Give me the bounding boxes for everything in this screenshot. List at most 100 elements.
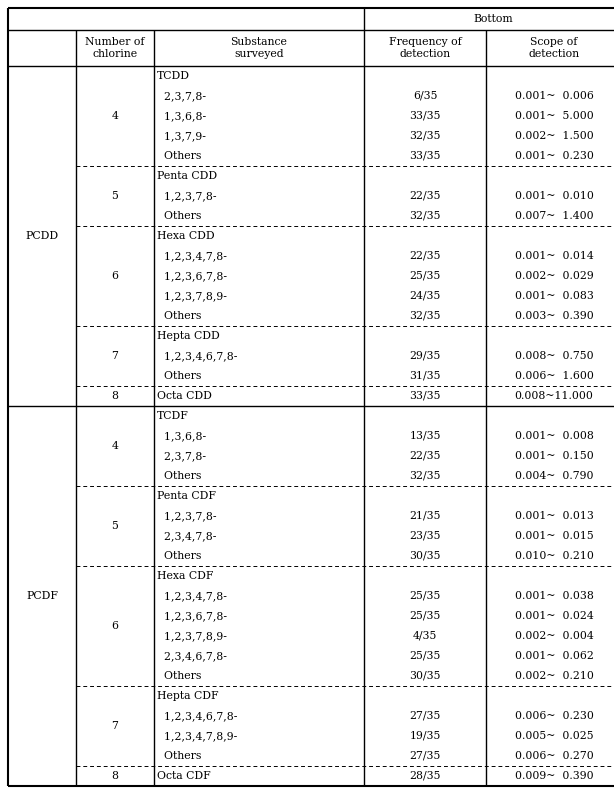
Text: 33/35: 33/35 (410, 111, 441, 121)
Text: Penta CDF: Penta CDF (157, 491, 216, 501)
Text: Hexa CDF: Hexa CDF (157, 571, 214, 581)
Text: 0.001~  0.008: 0.001~ 0.008 (515, 431, 594, 441)
Text: 0.001~  0.006: 0.001~ 0.006 (515, 91, 594, 101)
Text: 6: 6 (112, 621, 119, 631)
Text: Frequency of
detection: Frequency of detection (389, 37, 461, 59)
Text: 33/35: 33/35 (410, 391, 441, 401)
Text: Octa CDF: Octa CDF (157, 771, 211, 781)
Text: 0.001~  0.062: 0.001~ 0.062 (515, 651, 594, 661)
Text: Hepta CDD: Hepta CDD (157, 331, 220, 341)
Text: 32/35: 32/35 (410, 311, 441, 321)
Text: Scope of
detection: Scope of detection (529, 37, 580, 59)
Text: 0.001~  0.083: 0.001~ 0.083 (515, 291, 594, 301)
Text: 28/35: 28/35 (410, 771, 441, 781)
Text: 1,2,3,7,8-: 1,2,3,7,8- (157, 511, 217, 521)
Text: 2,3,4,7,8-: 2,3,4,7,8- (157, 531, 216, 541)
Text: 27/35: 27/35 (410, 711, 441, 721)
Text: 24/35: 24/35 (410, 291, 441, 301)
Text: 0.001~  0.014: 0.001~ 0.014 (515, 251, 593, 261)
Text: 0.002~  0.004: 0.002~ 0.004 (515, 631, 593, 641)
Text: Others: Others (157, 751, 201, 761)
Text: 0.001~  0.013: 0.001~ 0.013 (515, 511, 594, 521)
Text: Bottom: Bottom (473, 14, 513, 24)
Text: 0.001~  0.015: 0.001~ 0.015 (515, 531, 593, 541)
Text: 19/35: 19/35 (410, 731, 441, 741)
Text: 0.003~  0.390: 0.003~ 0.390 (515, 311, 593, 321)
Text: 1,2,3,4,7,8,9-: 1,2,3,4,7,8,9- (157, 731, 237, 741)
Text: 0.006~  1.600: 0.006~ 1.600 (515, 371, 594, 381)
Text: 32/35: 32/35 (410, 211, 441, 221)
Text: 4/35: 4/35 (413, 631, 437, 641)
Text: 0.001~  0.230: 0.001~ 0.230 (515, 151, 594, 161)
Text: Penta CDD: Penta CDD (157, 171, 217, 181)
Text: Others: Others (157, 151, 201, 161)
Text: 0.008~11.000: 0.008~11.000 (515, 391, 594, 401)
Text: TCDD: TCDD (157, 71, 190, 81)
Text: 0.002~  1.500: 0.002~ 1.500 (515, 131, 593, 141)
Text: 33/35: 33/35 (410, 151, 441, 161)
Text: 4: 4 (112, 111, 119, 121)
Text: 23/35: 23/35 (410, 531, 441, 541)
Text: 0.008~  0.750: 0.008~ 0.750 (515, 351, 593, 361)
Text: Others: Others (157, 671, 201, 681)
Text: 2,3,7,8-: 2,3,7,8- (157, 91, 206, 101)
Text: 21/35: 21/35 (410, 511, 441, 521)
Text: 0.001~  0.024: 0.001~ 0.024 (515, 611, 593, 621)
Text: 25/35: 25/35 (410, 271, 441, 281)
Text: 6/35: 6/35 (413, 91, 437, 101)
Text: 22/35: 22/35 (410, 451, 441, 461)
Text: Others: Others (157, 551, 201, 561)
Text: 0.001~  0.010: 0.001~ 0.010 (515, 191, 594, 201)
Text: 2,3,4,6,7,8-: 2,3,4,6,7,8- (157, 651, 227, 661)
Text: 0.002~  0.210: 0.002~ 0.210 (515, 671, 594, 681)
Text: 6: 6 (112, 271, 119, 281)
Text: 0.006~  0.270: 0.006~ 0.270 (515, 751, 593, 761)
Text: 0.002~  0.029: 0.002~ 0.029 (515, 271, 593, 281)
Text: Number of
chlorine: Number of chlorine (85, 37, 145, 59)
Text: PCDD: PCDD (25, 231, 58, 241)
Text: 1,2,3,7,8-: 1,2,3,7,8- (157, 191, 217, 201)
Text: 1,2,3,4,7,8-: 1,2,3,4,7,8- (157, 251, 227, 261)
Text: 30/35: 30/35 (410, 551, 441, 561)
Text: 7: 7 (112, 351, 119, 361)
Text: 13/35: 13/35 (410, 431, 441, 441)
Text: 7: 7 (112, 721, 119, 731)
Text: 0.001~  0.038: 0.001~ 0.038 (515, 591, 594, 601)
Text: 1,3,7,9-: 1,3,7,9- (157, 131, 206, 141)
Text: 0.007~  1.400: 0.007~ 1.400 (515, 211, 593, 221)
Text: 22/35: 22/35 (410, 251, 441, 261)
Text: Octa CDD: Octa CDD (157, 391, 212, 401)
Text: 1,2,3,7,8,9-: 1,2,3,7,8,9- (157, 291, 227, 301)
Text: Others: Others (157, 311, 201, 321)
Text: 1,3,6,8-: 1,3,6,8- (157, 431, 206, 441)
Text: 8: 8 (112, 391, 119, 401)
Text: 1,3,6,8-: 1,3,6,8- (157, 111, 206, 121)
Text: 0.006~  0.230: 0.006~ 0.230 (515, 711, 594, 721)
Text: 25/35: 25/35 (410, 591, 441, 601)
Text: 0.009~  0.390: 0.009~ 0.390 (515, 771, 593, 781)
Text: Others: Others (157, 211, 201, 221)
Text: 30/35: 30/35 (410, 671, 441, 681)
Text: Hepta CDF: Hepta CDF (157, 691, 219, 701)
Text: 29/35: 29/35 (410, 351, 441, 361)
Text: 0.005~  0.025: 0.005~ 0.025 (515, 731, 593, 741)
Text: PCDF: PCDF (26, 591, 58, 601)
Text: 0.004~  0.790: 0.004~ 0.790 (515, 471, 593, 481)
Text: 1,2,3,4,7,8-: 1,2,3,4,7,8- (157, 591, 227, 601)
Text: 27/35: 27/35 (410, 751, 441, 761)
Text: 1,2,3,4,6,7,8-: 1,2,3,4,6,7,8- (157, 711, 238, 721)
Text: 0.010~  0.210: 0.010~ 0.210 (515, 551, 594, 561)
Text: TCDF: TCDF (157, 411, 189, 421)
Text: 5: 5 (112, 521, 119, 531)
Text: 1,2,3,6,7,8-: 1,2,3,6,7,8- (157, 611, 227, 621)
Text: Others: Others (157, 371, 201, 381)
Text: Substance
surveyed: Substance surveyed (231, 37, 287, 59)
Text: 8: 8 (112, 771, 119, 781)
Text: 2,3,7,8-: 2,3,7,8- (157, 451, 206, 461)
Text: 25/35: 25/35 (410, 651, 441, 661)
Text: 1,2,3,6,7,8-: 1,2,3,6,7,8- (157, 271, 227, 281)
Text: 22/35: 22/35 (410, 191, 441, 201)
Text: Others: Others (157, 471, 201, 481)
Text: 1,2,3,4,6,7,8-: 1,2,3,4,6,7,8- (157, 351, 238, 361)
Text: 32/35: 32/35 (410, 471, 441, 481)
